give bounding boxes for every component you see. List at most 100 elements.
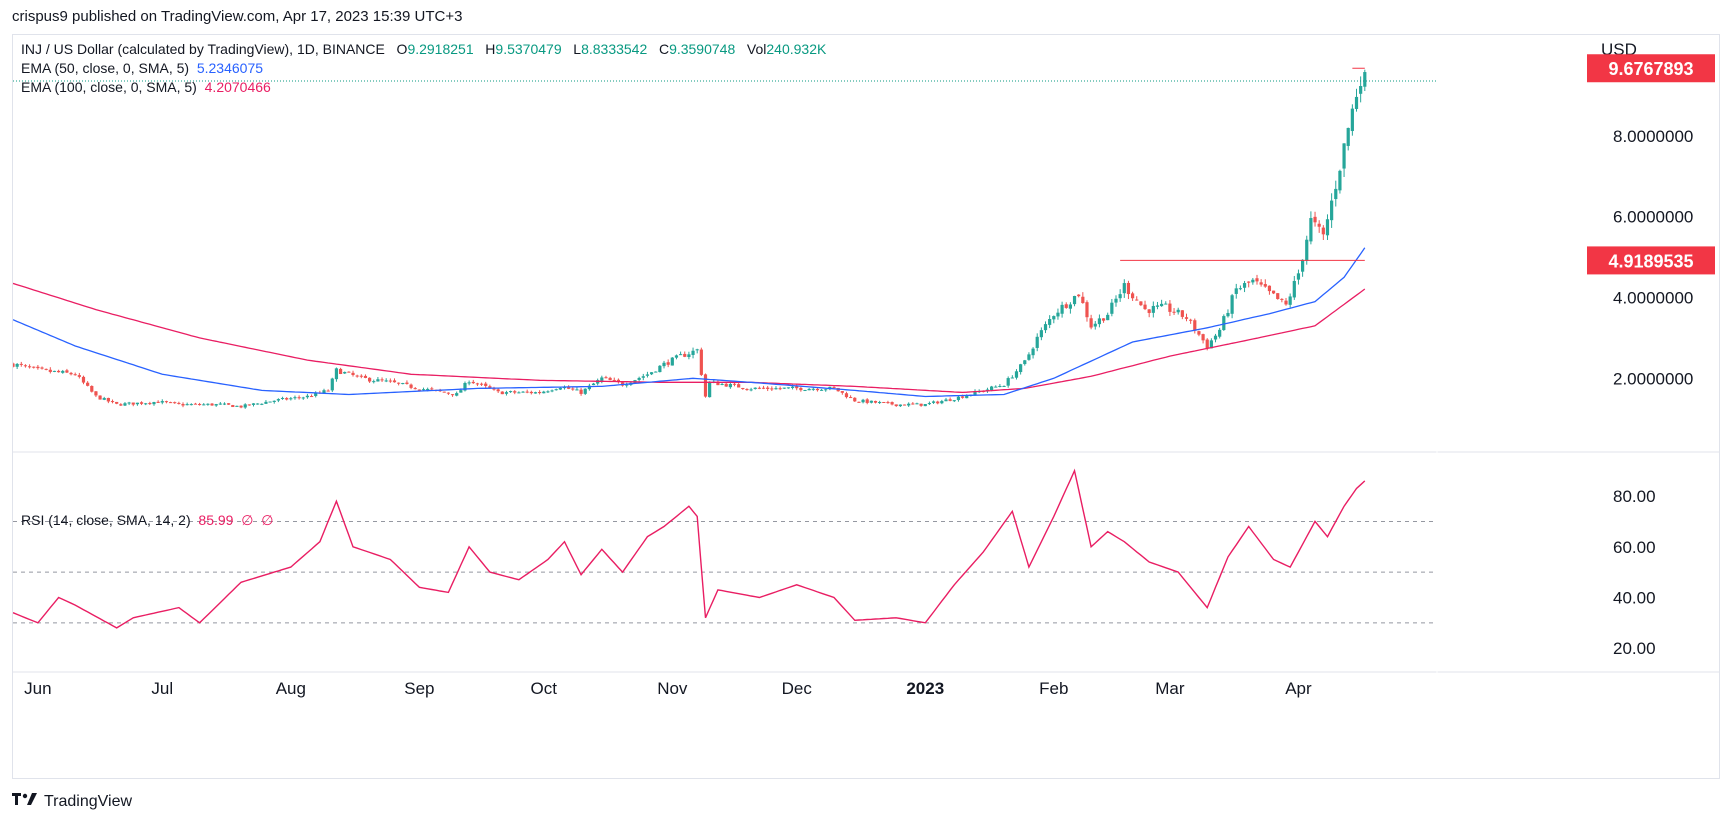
candle-up [575,389,579,391]
candle-down [1143,304,1147,310]
candle-up [674,355,679,358]
candle-down [732,383,737,385]
candle-up [1118,294,1122,299]
candle-up [314,392,318,396]
candle-up [260,403,264,405]
candle-down [388,380,392,382]
candle-up [1226,312,1230,317]
candle-up [994,386,998,388]
rsi-extra-2: ∅ [261,512,274,528]
candle-up [1309,218,1313,242]
price-label-box [1587,54,1715,83]
candle-down [110,401,115,403]
candle-up [1346,127,1350,146]
candle-up [218,403,222,405]
candle-up [807,388,811,391]
candle-up [819,389,824,391]
candle-down [430,388,434,390]
time-tick-label: Mar [1155,679,1185,698]
candle-up [790,386,795,388]
candle-up [1222,316,1226,331]
candle-up [1160,303,1164,307]
candle-up [152,402,156,405]
candle-down [181,404,185,406]
candle-up [268,401,272,403]
time-tick-label: Dec [782,679,813,698]
candle-up [1151,305,1155,313]
candle-up [695,349,699,351]
candle-down [500,391,504,395]
candle-down [239,405,243,408]
candle-down [1276,293,1280,300]
chart-frame[interactable]: 2.0000000 4.0000000 6.0000000 8.0000000 USD 9… [12,34,1720,779]
candle-up [1251,279,1255,283]
candle-up [542,391,546,394]
candle-up [687,354,691,358]
volume-label: Vol [746,41,767,57]
candle-up [508,391,513,393]
candle-up [251,403,256,405]
candle-up [923,404,927,407]
candle-up [774,388,778,390]
candle-down [1135,299,1139,301]
candle-up [102,398,106,400]
candle-down [32,366,36,368]
candle-down [1205,339,1209,349]
candle-up [289,398,293,400]
candle-up [679,354,683,356]
candle-down [148,403,152,405]
candle-down [48,369,52,372]
price-tick-label: 6.0000000 [1613,208,1693,227]
ema100-value: 4.2070466 [204,79,271,95]
close-label: C [658,41,670,57]
candle-up [956,396,961,401]
candle-up [728,383,732,388]
candle-up [1043,324,1048,331]
candle-up [459,390,463,393]
publish-header: crispus9 published on TradingView.com, A… [12,8,463,25]
chart-canvas[interactable]: 2.00000004.00000006.00000008.0000000USD9… [13,35,1719,778]
candle-up [562,387,567,389]
candle-down [529,391,533,394]
candle-up [467,382,471,384]
candle-down [832,387,836,389]
candle-down [173,402,177,404]
candle-up [1354,96,1359,109]
candle-down [1197,331,1201,335]
candle-up [782,387,786,389]
high-label: H [485,41,496,57]
candle-down [1255,278,1259,282]
candle-down [285,398,289,400]
candle-down [1189,319,1193,321]
candle-up [1068,304,1072,309]
candle-up [1056,312,1060,317]
candle-up [1342,143,1346,169]
ema100-line [13,282,1366,394]
ema50-label: EMA (50, close, 0, SMA, 5) [21,60,190,76]
candle-down [1313,216,1317,223]
candle-up [554,389,558,391]
candle-down [1184,317,1189,319]
volume-value: 240.932K [766,41,827,57]
candle-down [405,382,409,384]
candle-down [210,403,214,406]
candle-up [1106,314,1110,321]
rsi-tick-label: 40.00 [1613,588,1656,607]
candle-up [280,397,285,399]
candle-up [753,387,757,389]
candle-down [475,383,480,385]
candle-up [1110,302,1114,314]
candle-up [1213,335,1218,340]
candle-up [61,370,65,373]
candle-down [413,388,417,390]
rsi-extra-1: ∅ [241,512,254,528]
candle-up [869,400,873,403]
candle-down [442,391,446,393]
candle-down [417,389,421,391]
price-label-text: 9.6767893 [1608,59,1693,79]
candle-up [803,390,807,392]
candle-up [708,381,712,398]
candle-up [1093,323,1097,327]
candle-up [1292,280,1296,298]
candle-down [90,386,94,392]
